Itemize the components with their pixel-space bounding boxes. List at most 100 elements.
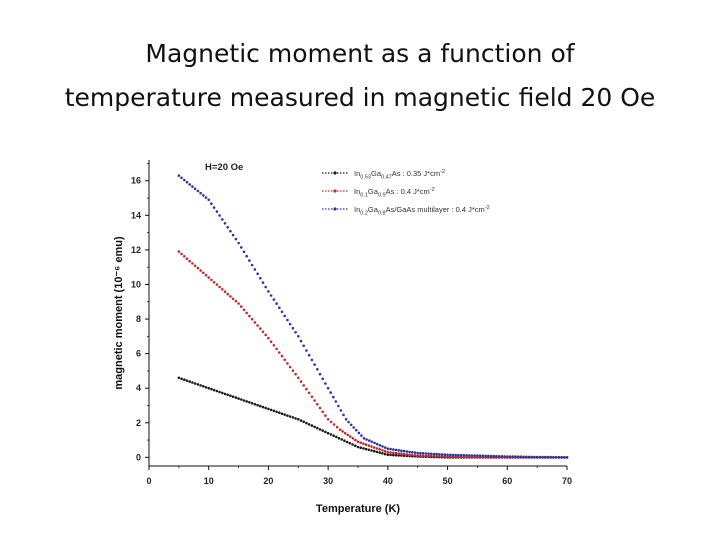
legend-entry: In0.2Ga0.8As/GaAs multilayer : 0.4 J*cm-… (354, 205, 490, 217)
data-point (272, 344, 276, 347)
data-point (196, 383, 200, 386)
data-point (231, 233, 235, 237)
data-point (362, 442, 365, 446)
data-point (394, 453, 398, 457)
data-point (343, 439, 346, 443)
data-point (324, 414, 327, 417)
data-point (250, 317, 254, 321)
data-point (283, 314, 287, 318)
data-point (424, 452, 428, 455)
chart-series-layer (177, 174, 569, 459)
data-point (342, 413, 345, 417)
data-point (212, 206, 216, 209)
data-point (185, 257, 189, 261)
data-point (435, 452, 439, 456)
data-point (364, 443, 368, 446)
data-point (288, 415, 292, 418)
data-point (332, 434, 335, 438)
data-point (245, 400, 248, 403)
x-tick-label: 40 (383, 476, 393, 486)
data-point (302, 384, 306, 387)
data-point (288, 365, 292, 369)
data-point (338, 428, 342, 432)
legend-text-part: As/GaAs multilayer : 0.4 J*cm (386, 205, 485, 214)
data-point (302, 344, 306, 348)
data-point (459, 453, 463, 457)
data-point (215, 389, 219, 393)
data-point (449, 453, 452, 457)
data-point (280, 412, 284, 416)
data-point (307, 353, 311, 357)
legend-marker (333, 207, 337, 211)
data-point (267, 290, 270, 293)
data-point (419, 454, 422, 458)
data-point (193, 187, 197, 191)
data-point (560, 456, 563, 459)
data-point (359, 441, 363, 445)
data-point (188, 380, 191, 383)
data-point (373, 446, 376, 449)
data-point (402, 449, 406, 453)
data-point (339, 409, 343, 412)
data-point (253, 321, 257, 324)
legend-subscript: 0.2 (360, 211, 368, 217)
data-point (446, 453, 449, 457)
data-point (180, 176, 183, 180)
legend-marker (333, 171, 337, 175)
data-point (430, 452, 433, 456)
data-point (256, 324, 259, 327)
y-tick-label: 16 (131, 176, 141, 186)
data-point (389, 453, 392, 457)
data-point (416, 454, 420, 457)
y-tick-label: 0 (136, 452, 141, 462)
data-point (356, 445, 360, 449)
data-point (223, 290, 227, 294)
data-point (454, 453, 458, 457)
data-point (421, 454, 425, 458)
data-point (354, 438, 357, 442)
data-point (210, 387, 213, 391)
legend-text-part: Ga (371, 169, 382, 178)
data-point (427, 452, 430, 456)
data-point (462, 453, 466, 457)
data-point (218, 285, 221, 289)
data-point (218, 214, 221, 217)
data-point (264, 285, 268, 289)
data-point (229, 229, 232, 233)
data-point (256, 403, 259, 407)
x-tick-label: 50 (443, 476, 453, 486)
data-point (367, 448, 371, 452)
data-point (443, 453, 447, 456)
data-point (332, 395, 335, 399)
data-point (476, 456, 479, 459)
data-point (259, 404, 262, 408)
data-point (275, 410, 278, 414)
data-point (177, 174, 181, 177)
data-point (332, 423, 336, 426)
data-point (519, 455, 523, 459)
x-tick-label: 60 (502, 476, 512, 486)
data-point (364, 447, 368, 451)
x-tick-label: 0 (146, 476, 151, 486)
data-point (237, 397, 240, 400)
data-point (392, 448, 395, 451)
data-point (489, 454, 493, 458)
legend-text-part: Ga (368, 205, 379, 214)
data-point (487, 454, 490, 458)
legend-text-part: In (354, 169, 360, 178)
data-point (321, 429, 325, 432)
data-point (378, 448, 382, 451)
data-point (294, 331, 297, 334)
data-point (546, 455, 550, 459)
legend-subscript: 0.47 (381, 175, 392, 181)
data-point (397, 452, 401, 455)
slide-title-line-1: Magnetic moment as a function of (145, 39, 575, 68)
data-point (196, 189, 200, 193)
data-point (210, 278, 213, 282)
data-point (356, 440, 360, 444)
data-point (272, 298, 276, 301)
data-point (503, 455, 506, 458)
data-point (313, 363, 316, 366)
y-tick-label: 10 (131, 279, 141, 289)
x-tick-label: 70 (562, 476, 572, 486)
